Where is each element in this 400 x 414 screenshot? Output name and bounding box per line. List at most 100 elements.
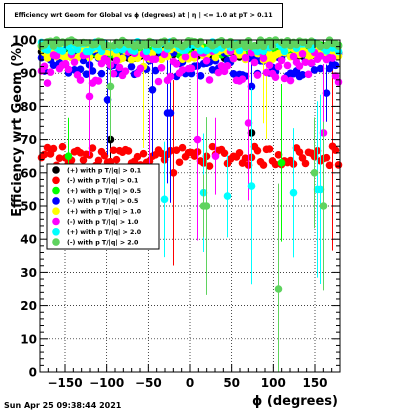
data-point xyxy=(136,64,145,73)
data-point xyxy=(151,66,160,75)
timestamp: Sun Apr 25 09:38:44 2021 xyxy=(4,401,122,410)
data-point xyxy=(307,59,316,67)
data-point xyxy=(244,119,253,127)
data-point xyxy=(181,53,190,61)
data-point xyxy=(295,62,304,70)
data-point xyxy=(151,55,160,63)
data-point xyxy=(142,47,151,56)
data-point xyxy=(316,185,325,194)
data-point xyxy=(298,50,307,58)
legend-marker xyxy=(52,217,60,226)
data-point xyxy=(166,72,175,81)
data-point xyxy=(304,70,313,79)
data-point xyxy=(331,72,340,80)
data-point xyxy=(121,67,130,76)
data-point xyxy=(196,46,205,55)
legend-marker xyxy=(52,166,60,174)
legend: (+) with p T/|q| > 0.1 (-) with p T/|q| >… xyxy=(46,163,160,250)
data-point xyxy=(262,68,271,77)
data-point xyxy=(154,46,163,54)
data-point xyxy=(238,75,247,83)
data-point xyxy=(49,42,58,50)
data-point xyxy=(190,50,199,59)
x-tick-label: −100 xyxy=(89,376,124,390)
x-tick-label: 100 xyxy=(261,376,286,390)
data-point xyxy=(196,72,205,80)
legend-label: (+) with p T/|q| > 0.1 xyxy=(67,167,141,175)
data-point xyxy=(205,162,214,170)
data-point xyxy=(220,149,229,158)
data-point xyxy=(253,71,262,79)
data-point xyxy=(154,77,163,86)
data-point xyxy=(241,154,250,162)
data-point xyxy=(43,79,52,87)
legend-marker xyxy=(52,207,60,215)
data-point xyxy=(241,42,250,51)
data-point xyxy=(331,61,340,70)
data-point xyxy=(172,146,181,155)
data-point xyxy=(250,58,259,67)
data-point xyxy=(202,202,211,210)
legend-marker xyxy=(52,176,60,185)
data-point xyxy=(142,53,151,61)
data-point xyxy=(73,45,82,54)
data-point xyxy=(160,195,169,204)
data-point xyxy=(283,61,292,70)
legend-marker xyxy=(52,238,60,246)
data-point xyxy=(127,62,136,71)
data-point xyxy=(211,53,220,62)
data-point xyxy=(166,109,175,117)
data-point xyxy=(235,148,244,157)
data-point xyxy=(82,70,91,78)
data-point xyxy=(319,202,328,210)
data-point xyxy=(109,69,118,78)
data-point xyxy=(295,148,304,156)
data-point xyxy=(40,62,49,71)
data-point xyxy=(223,61,232,70)
data-point xyxy=(94,156,103,165)
legend-marker xyxy=(52,186,60,195)
y-axis-label: Efficiency wrt Geom (%) xyxy=(10,42,25,217)
data-point xyxy=(208,65,217,74)
data-point xyxy=(334,161,343,169)
data-point xyxy=(124,147,133,155)
data-point xyxy=(133,152,142,161)
data-point xyxy=(112,56,121,65)
data-point xyxy=(271,73,280,81)
data-point xyxy=(106,82,115,91)
y-tick-label: 40 xyxy=(20,233,37,247)
data-point xyxy=(322,47,331,55)
data-point xyxy=(277,56,286,65)
data-point xyxy=(46,68,55,76)
data-point xyxy=(223,192,232,200)
y-tick-label: 100 xyxy=(12,34,37,48)
data-point xyxy=(157,149,166,158)
data-point xyxy=(58,142,67,151)
data-point xyxy=(265,61,274,70)
legend-label: (-) with p T/|q| > 2.0 xyxy=(67,239,139,247)
legend-label: (-) with p T/|q| > 0.1 xyxy=(67,178,138,186)
data-point xyxy=(247,82,256,91)
x-tick-label: 50 xyxy=(223,376,240,390)
data-point xyxy=(235,46,244,55)
data-point xyxy=(139,149,148,158)
y-tick-label: 0 xyxy=(29,366,37,380)
data-point xyxy=(76,65,85,74)
chart-title: Efficiency wrt Geom for Global vs ϕ (deg… xyxy=(14,12,273,19)
data-point xyxy=(289,188,298,197)
chart-title-box: Efficiency wrt Geom for Global vs ϕ (deg… xyxy=(4,3,283,28)
data-point xyxy=(328,54,337,62)
data-point xyxy=(94,77,103,85)
data-point xyxy=(85,92,94,101)
data-point xyxy=(286,76,295,85)
data-marks xyxy=(37,36,343,372)
legend-label: (-) with p T/|q| > 1.0 xyxy=(67,219,139,227)
data-point xyxy=(97,69,106,78)
x-tick-label: 150 xyxy=(302,376,327,390)
x-tick-label: 0 xyxy=(186,376,194,390)
data-point xyxy=(253,146,262,155)
data-point xyxy=(274,151,283,159)
y-tick-label: 60 xyxy=(20,166,37,180)
data-point xyxy=(175,158,184,167)
